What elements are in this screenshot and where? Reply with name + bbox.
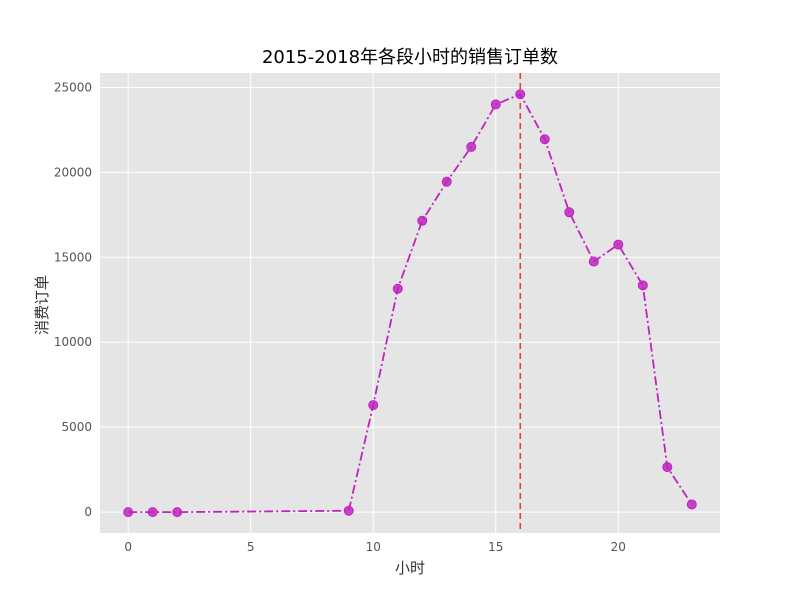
data-point bbox=[515, 89, 526, 100]
data-point bbox=[147, 507, 158, 518]
data-point bbox=[490, 99, 501, 110]
data-point bbox=[343, 505, 354, 516]
data-point bbox=[686, 499, 697, 510]
y-axis-label: 消费订单 bbox=[33, 275, 51, 335]
data-point bbox=[564, 207, 575, 218]
y-tick-label: 15000 bbox=[54, 250, 92, 264]
y-tick-label: 0 bbox=[84, 505, 92, 519]
data-point bbox=[662, 462, 673, 473]
data-point bbox=[417, 215, 428, 226]
data-point bbox=[466, 141, 477, 152]
x-axis-label: 小时 bbox=[395, 559, 425, 577]
y-tick-label: 25000 bbox=[54, 80, 92, 94]
data-point bbox=[588, 256, 599, 267]
data-point bbox=[613, 239, 624, 250]
x-tick-label: 10 bbox=[366, 540, 381, 554]
data-point bbox=[172, 507, 183, 518]
data-point bbox=[368, 400, 379, 411]
series-layer bbox=[123, 89, 697, 518]
data-point bbox=[637, 280, 648, 291]
series-line bbox=[128, 93, 693, 514]
y-tick-label: 5000 bbox=[61, 420, 92, 434]
x-tick-label: 15 bbox=[488, 540, 503, 554]
chart-title: 2015-2018年各段小时的销售订单数 bbox=[262, 47, 558, 68]
data-point bbox=[123, 507, 134, 518]
data-point bbox=[392, 283, 403, 294]
plot-area bbox=[100, 73, 720, 533]
tick-labels: 0 5 10 15 20 0 5000 10000 15000 20000 25000 bbox=[54, 80, 626, 554]
data-point bbox=[441, 176, 452, 187]
data-point bbox=[539, 134, 550, 145]
x-tick-label: 20 bbox=[611, 540, 626, 554]
y-tick-label: 10000 bbox=[54, 335, 92, 349]
y-tick-label: 20000 bbox=[54, 165, 92, 179]
x-tick-label: 0 bbox=[124, 540, 132, 554]
gridlines bbox=[100, 73, 720, 533]
x-tick-label: 5 bbox=[247, 540, 255, 554]
